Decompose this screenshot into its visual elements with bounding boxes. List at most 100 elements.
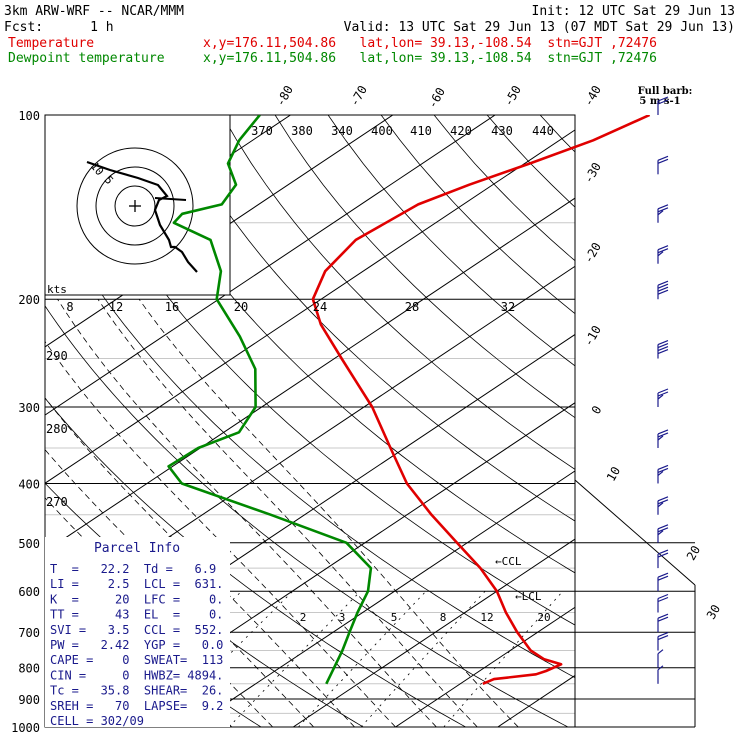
- wind-barb-flag: [657, 429, 669, 435]
- valid-time: Valid: 13 UTC Sat 29 Jun 13 (07 MDT Sat …: [344, 20, 735, 35]
- wind-barb-flag: [657, 348, 669, 355]
- parcel-info-row: T = 22.2 Td = 6.9: [50, 562, 216, 576]
- pressure-tick-label: 500: [18, 537, 40, 551]
- wind-barb-flag: [657, 524, 669, 530]
- isotherm-label: -30: [581, 160, 604, 186]
- mixing-ratio-label: 12: [480, 611, 493, 624]
- parcel-info-row: LI = 2.5 LCL = 631.: [50, 577, 223, 591]
- wind-barb-flag: [657, 572, 669, 578]
- temperature-legend: Temperature: [8, 36, 94, 51]
- parcel-info-box: Parcel Info T = 22.2 Td = 6.9LI = 2.5 LC…: [45, 537, 230, 728]
- isotherm-label: -10: [581, 323, 604, 349]
- saturated-adiabat-label: 16: [165, 300, 179, 314]
- hodograph: [44, 114, 231, 296]
- isotherm-label: 10: [604, 464, 623, 484]
- wind-barb-flag: [657, 631, 669, 638]
- wind-barb-flag: [657, 388, 669, 394]
- wind-barb-flag: [657, 665, 664, 671]
- wind-barb-flag: [657, 649, 664, 655]
- isotherm-label: -40: [581, 83, 604, 109]
- wind-barb-flag: [657, 496, 669, 502]
- parcel-info-row: SVI = 3.5 CCL = 552.: [50, 623, 223, 637]
- isotherm-label: -20: [581, 240, 604, 266]
- dry-adiabat-label: 400: [371, 124, 393, 138]
- isotherm: [45, 265, 575, 621]
- dry-adiabat: [45, 199, 575, 679]
- wind-barb-flag: [657, 210, 664, 216]
- wind-barb-flag: [657, 593, 669, 600]
- level-marker-ccl: ←CCL: [495, 555, 522, 568]
- hodograph-units: kts: [47, 283, 67, 296]
- isotherm-label: -60: [425, 85, 448, 111]
- forecast-hour: Fcst: 1 h: [4, 20, 114, 35]
- pressure-tick-label: 100: [18, 109, 40, 123]
- wind-barb-flag: [657, 435, 664, 441]
- temperature-profile: [311, 115, 651, 685]
- wind-barb-flag: [657, 549, 669, 555]
- profile-group: [167, 115, 651, 685]
- barb-legend-unit: 5 m s-1: [639, 96, 680, 107]
- pressure-tick-label: 800: [18, 662, 40, 676]
- dry-adiabat: [327, 115, 575, 367]
- saturated-adiabat-label: 32: [501, 300, 515, 314]
- parcel-info-row: PW = 2.42 YGP = 0.0: [50, 638, 223, 652]
- dry-adiabat-label: 340: [331, 124, 353, 138]
- isotherm-label: -50: [501, 83, 524, 109]
- isotherm-label: -70: [347, 83, 370, 109]
- pressure-tick-label: 900: [18, 693, 40, 707]
- wind-barb-flag: [657, 575, 669, 581]
- dry-adiabat: [115, 115, 575, 574]
- wind-barb-flag: [657, 155, 669, 161]
- hodograph-trace: [86, 160, 198, 273]
- wind-barb-flag: [657, 502, 664, 508]
- wind-barb-flag: [657, 432, 669, 438]
- wind-barb-flag: [657, 596, 669, 603]
- dewpoint-station-info: x,y=176.11,504.86 lat,lon= 39.13,-108.54…: [203, 51, 657, 66]
- wind-barb-flag: [657, 470, 664, 476]
- parcel-info-title: Parcel Info: [94, 541, 180, 556]
- wind-barb-flag: [657, 251, 664, 257]
- wind-barb-flag: [657, 207, 669, 213]
- mixing-ratio-label: 3: [339, 611, 346, 624]
- pressure-tick-label: 700: [18, 626, 40, 640]
- wind-barb-flag: [657, 248, 669, 254]
- moist-adiabat: [45, 449, 314, 727]
- wind-barb-flag: [657, 339, 669, 346]
- pressure-tick-label: 600: [18, 585, 40, 599]
- isotherm-label: 30: [704, 602, 723, 622]
- level-marker-lcl: ←LCL: [515, 590, 542, 603]
- left-adiabat-label: 280: [46, 422, 68, 436]
- frame-edge: [574, 479, 696, 586]
- pressure-tick-label: 400: [18, 477, 40, 491]
- wind-barb-flag: [657, 464, 669, 471]
- parcel-info-row: CELL = 302/09: [50, 714, 144, 728]
- wind-barb-flag: [657, 345, 669, 352]
- hodograph-ring: [114, 185, 156, 227]
- left-adiabat-label: 290: [46, 349, 68, 363]
- wind-barb-flag: [657, 99, 669, 105]
- wind-barb-flag: [657, 467, 669, 474]
- dry-adiabat: [539, 115, 575, 153]
- hodograph-trace: [154, 197, 187, 201]
- saturated-adiabat-label: 12: [109, 300, 123, 314]
- sounding-profiles: [167, 115, 651, 685]
- wind-barb-flag: [657, 613, 669, 619]
- wind-barb-flag: [657, 283, 669, 289]
- dry-adiabat-label: 410: [410, 124, 432, 138]
- parcel-info-row: CIN = 0 HWBZ= 4894.: [50, 668, 223, 682]
- dry-adiabat-label: 370: [251, 124, 273, 138]
- wind-barb-flag: [657, 245, 669, 251]
- wind-barb-flag: [657, 286, 669, 292]
- wind-barb-flag: [657, 499, 669, 505]
- mixing-ratio-label: 8: [440, 611, 447, 624]
- isotherm: [45, 115, 496, 416]
- dry-adiabat-label: 440: [532, 124, 554, 138]
- saturated-adiabat-label: 8: [66, 300, 73, 314]
- parcel-info-row: CAPE = 0 SWEAT= 113: [50, 653, 223, 667]
- mixing-ratio-label: 5: [391, 611, 398, 624]
- mixing-ratio-line: [298, 590, 427, 727]
- dewpoint-profile: [167, 115, 373, 685]
- mixing-ratio-label: 20: [537, 611, 550, 624]
- dry-adiabat: [380, 115, 575, 315]
